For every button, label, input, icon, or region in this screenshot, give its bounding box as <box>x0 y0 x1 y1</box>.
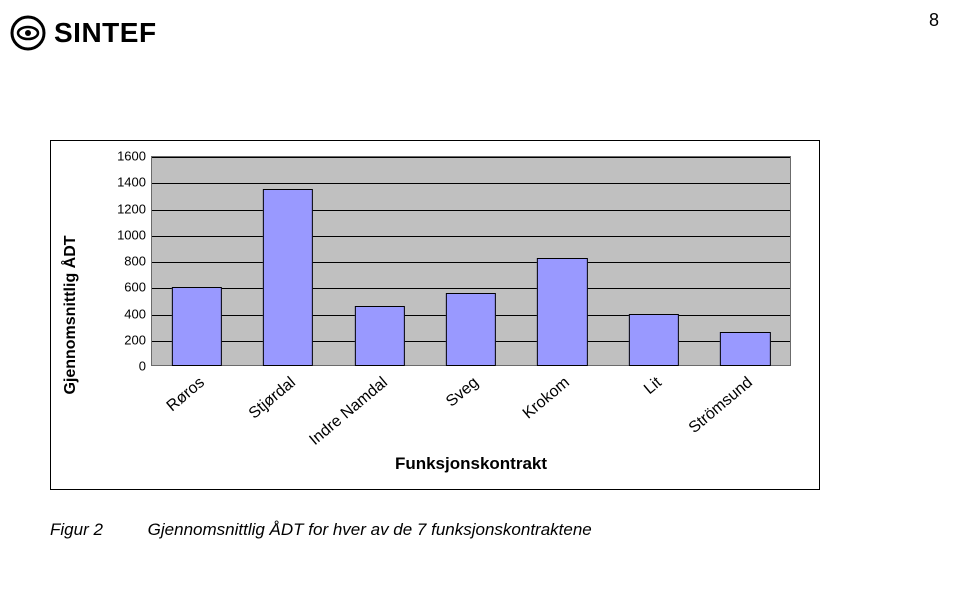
y-axis-label: Gjennomsnittlig ÅDT <box>62 235 80 394</box>
y-tick-label: 800 <box>124 254 146 269</box>
x-tick-label: Strömsund <box>686 374 757 438</box>
eye-ring-icon <box>10 15 46 51</box>
figure-text: Gjennomsnittlig ÅDT for hver av de 7 fun… <box>148 520 592 539</box>
bar-slot <box>608 156 699 366</box>
figure-caption: Figur 2 Gjennomsnittlig ÅDT for hver av … <box>50 520 592 540</box>
x-axis-label: Funksjonskontrakt <box>151 454 791 474</box>
logo: SINTEF <box>10 15 157 51</box>
figure-label: Figur 2 <box>50 520 103 539</box>
y-tick-label: 400 <box>124 306 146 321</box>
bars-layer <box>151 156 791 366</box>
y-axis-ticks: 02004006008001000120014001600 <box>111 156 151 366</box>
x-tick-label: Stjørdal <box>246 374 300 423</box>
y-tick-label: 1400 <box>117 175 146 190</box>
bar-slot <box>334 156 425 366</box>
bar <box>629 314 679 367</box>
y-tick-label: 1000 <box>117 227 146 242</box>
x-tick-label: Sveg <box>443 374 483 411</box>
bar-slot <box>151 156 242 366</box>
bar-slot <box>425 156 516 366</box>
bar <box>172 287 222 366</box>
x-tick-label: Lit <box>641 374 666 399</box>
x-tick-label: Krokom <box>520 374 574 423</box>
x-tick-label: Røros <box>163 374 208 416</box>
y-tick-label: 600 <box>124 280 146 295</box>
bar <box>354 306 404 366</box>
y-tick-label: 1600 <box>117 149 146 164</box>
y-tick-label: 0 <box>139 359 146 374</box>
chart-container: Gjennomsnittlig ÅDT 0 200 400 600 800 1000 120… <box>50 140 820 490</box>
bar-slot <box>517 156 608 366</box>
bar <box>720 332 770 366</box>
y-tick-label: 200 <box>124 332 146 347</box>
bar-slot <box>242 156 333 366</box>
logo-text: SINTEF <box>54 17 157 49</box>
x-tick-label: Indre Namdal <box>306 374 391 450</box>
bar <box>537 258 587 366</box>
y-tick-label: 1200 <box>117 201 146 216</box>
bar <box>263 189 313 366</box>
page-number: 8 <box>929 10 939 31</box>
bar <box>446 293 496 367</box>
bar-slot <box>700 156 791 366</box>
